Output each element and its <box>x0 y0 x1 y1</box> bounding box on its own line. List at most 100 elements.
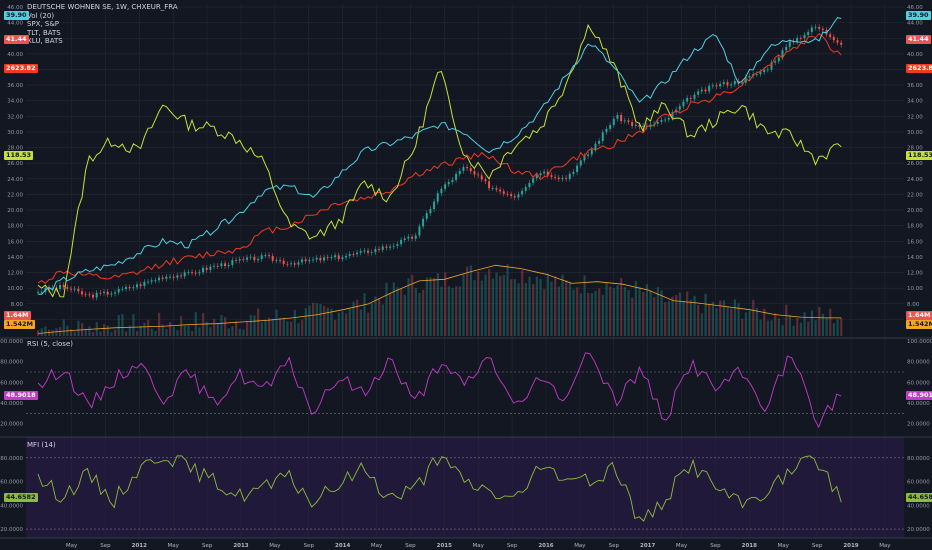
volume-bar <box>114 329 117 336</box>
candle-body <box>521 190 524 195</box>
rsi-y-tick-label: 40.0000 <box>0 401 23 407</box>
candle-body <box>840 42 843 45</box>
volume-bar <box>385 282 388 336</box>
main-y-tick-label: 18.00 <box>7 224 23 230</box>
candle-body <box>84 294 87 296</box>
volume-bar <box>436 273 439 336</box>
main-y-tick-label: 46.00 <box>7 5 23 11</box>
volume-bar <box>737 303 740 336</box>
candle-body <box>169 276 172 278</box>
spx-line <box>37 32 842 284</box>
candle-body <box>253 256 256 261</box>
mfi-y-tick-label: 40.0000 <box>907 503 930 509</box>
legend-spx[interactable]: SPX, S&P <box>27 20 60 29</box>
x-tick-label: May <box>168 543 180 549</box>
volume-bar <box>524 283 527 336</box>
candle-body <box>330 257 333 259</box>
candle-body <box>627 120 630 123</box>
volume-bar <box>381 304 384 336</box>
x-tick-label: Sep <box>100 543 111 549</box>
candle-body <box>444 184 447 189</box>
volume-bar <box>345 313 348 336</box>
volume-bar <box>77 320 80 336</box>
candle-body <box>799 38 802 39</box>
volume-bar <box>733 299 737 336</box>
volume-bar <box>759 319 762 336</box>
candle-body <box>609 125 612 129</box>
x-tick-label: May <box>778 543 790 549</box>
volume-bar <box>286 321 289 336</box>
candle-body <box>579 160 582 166</box>
candle-body <box>117 288 120 293</box>
volume-bar <box>103 324 106 336</box>
candle-body <box>620 115 623 122</box>
candle-body <box>370 252 373 253</box>
volume-bar <box>517 283 520 336</box>
volume-bar <box>788 314 792 336</box>
volume-bar <box>491 278 494 336</box>
candle-body <box>238 259 241 261</box>
volume-bar <box>598 288 601 336</box>
candle-body <box>660 119 663 122</box>
rsi-panel-label[interactable]: RSI (5, close) <box>27 340 73 348</box>
volume-bar <box>165 329 168 336</box>
candle-body <box>726 82 729 86</box>
volume-bar <box>403 294 406 336</box>
volume-bar <box>117 314 120 336</box>
tlt-line <box>37 23 842 298</box>
candle-body <box>678 106 681 110</box>
x-tick-label: 2016 <box>538 543 553 549</box>
volume-bar <box>227 328 230 336</box>
main-y-tick-label: 18.00 <box>907 224 923 230</box>
candle-body <box>796 38 799 43</box>
candle-body <box>246 257 249 260</box>
main-y-tick-label: 12.00 <box>7 271 23 277</box>
candle-body <box>656 121 659 124</box>
volume-bar <box>704 293 707 336</box>
main-y-tick-label: 44.00 <box>7 21 23 27</box>
candle-body <box>411 236 414 239</box>
volume-bar <box>697 304 700 336</box>
main-y-tick-label: 16.00 <box>7 239 23 245</box>
candle-body <box>172 276 175 278</box>
candle-body <box>473 171 476 175</box>
legend-tlt[interactable]: TLT, BATS <box>27 28 61 37</box>
volume-bar <box>777 318 781 336</box>
candle-body <box>374 248 377 253</box>
candle-body <box>429 209 432 214</box>
volume-bar <box>495 272 498 336</box>
volume-bar <box>686 291 689 336</box>
main-y-tick-label: 8.00 <box>907 302 920 308</box>
volume-bar <box>605 282 608 336</box>
candle-body <box>77 288 80 292</box>
legend-xlu[interactable]: XLU, BATS <box>27 37 63 46</box>
volume-bar <box>158 312 161 336</box>
volume-bar <box>121 314 124 336</box>
candle-body <box>323 257 326 261</box>
main-y-tick-label: 10.00 <box>907 286 923 292</box>
mfi-panel-label[interactable]: MFI (14) <box>27 441 56 449</box>
legend-vol[interactable]: Vol (20) <box>27 11 55 20</box>
candle-body <box>132 287 135 289</box>
candle-body <box>95 292 98 298</box>
candle-body <box>436 193 439 202</box>
volume-bar <box>293 309 296 336</box>
candle-body <box>807 32 810 35</box>
volume-bar <box>653 297 656 336</box>
rsi-y-tick-label: 100.0000 <box>0 339 23 345</box>
x-tick-label: Sep <box>304 543 315 549</box>
volume-bar <box>242 329 245 336</box>
candle-body <box>356 252 359 255</box>
candle-body <box>114 292 117 294</box>
volume-bar <box>396 287 399 336</box>
candle-body <box>231 260 234 266</box>
candle-body <box>381 246 384 250</box>
volume-bar <box>440 286 443 336</box>
volume-bar <box>62 319 65 336</box>
volume-bar <box>92 331 95 336</box>
main-y-tick-label: 28.00 <box>907 146 923 152</box>
volume-bar <box>337 312 340 336</box>
rsi-y-tick-label: 20.0000 <box>0 422 23 428</box>
main-y-tick-label: 10.00 <box>7 286 23 292</box>
candle-body <box>814 26 817 28</box>
